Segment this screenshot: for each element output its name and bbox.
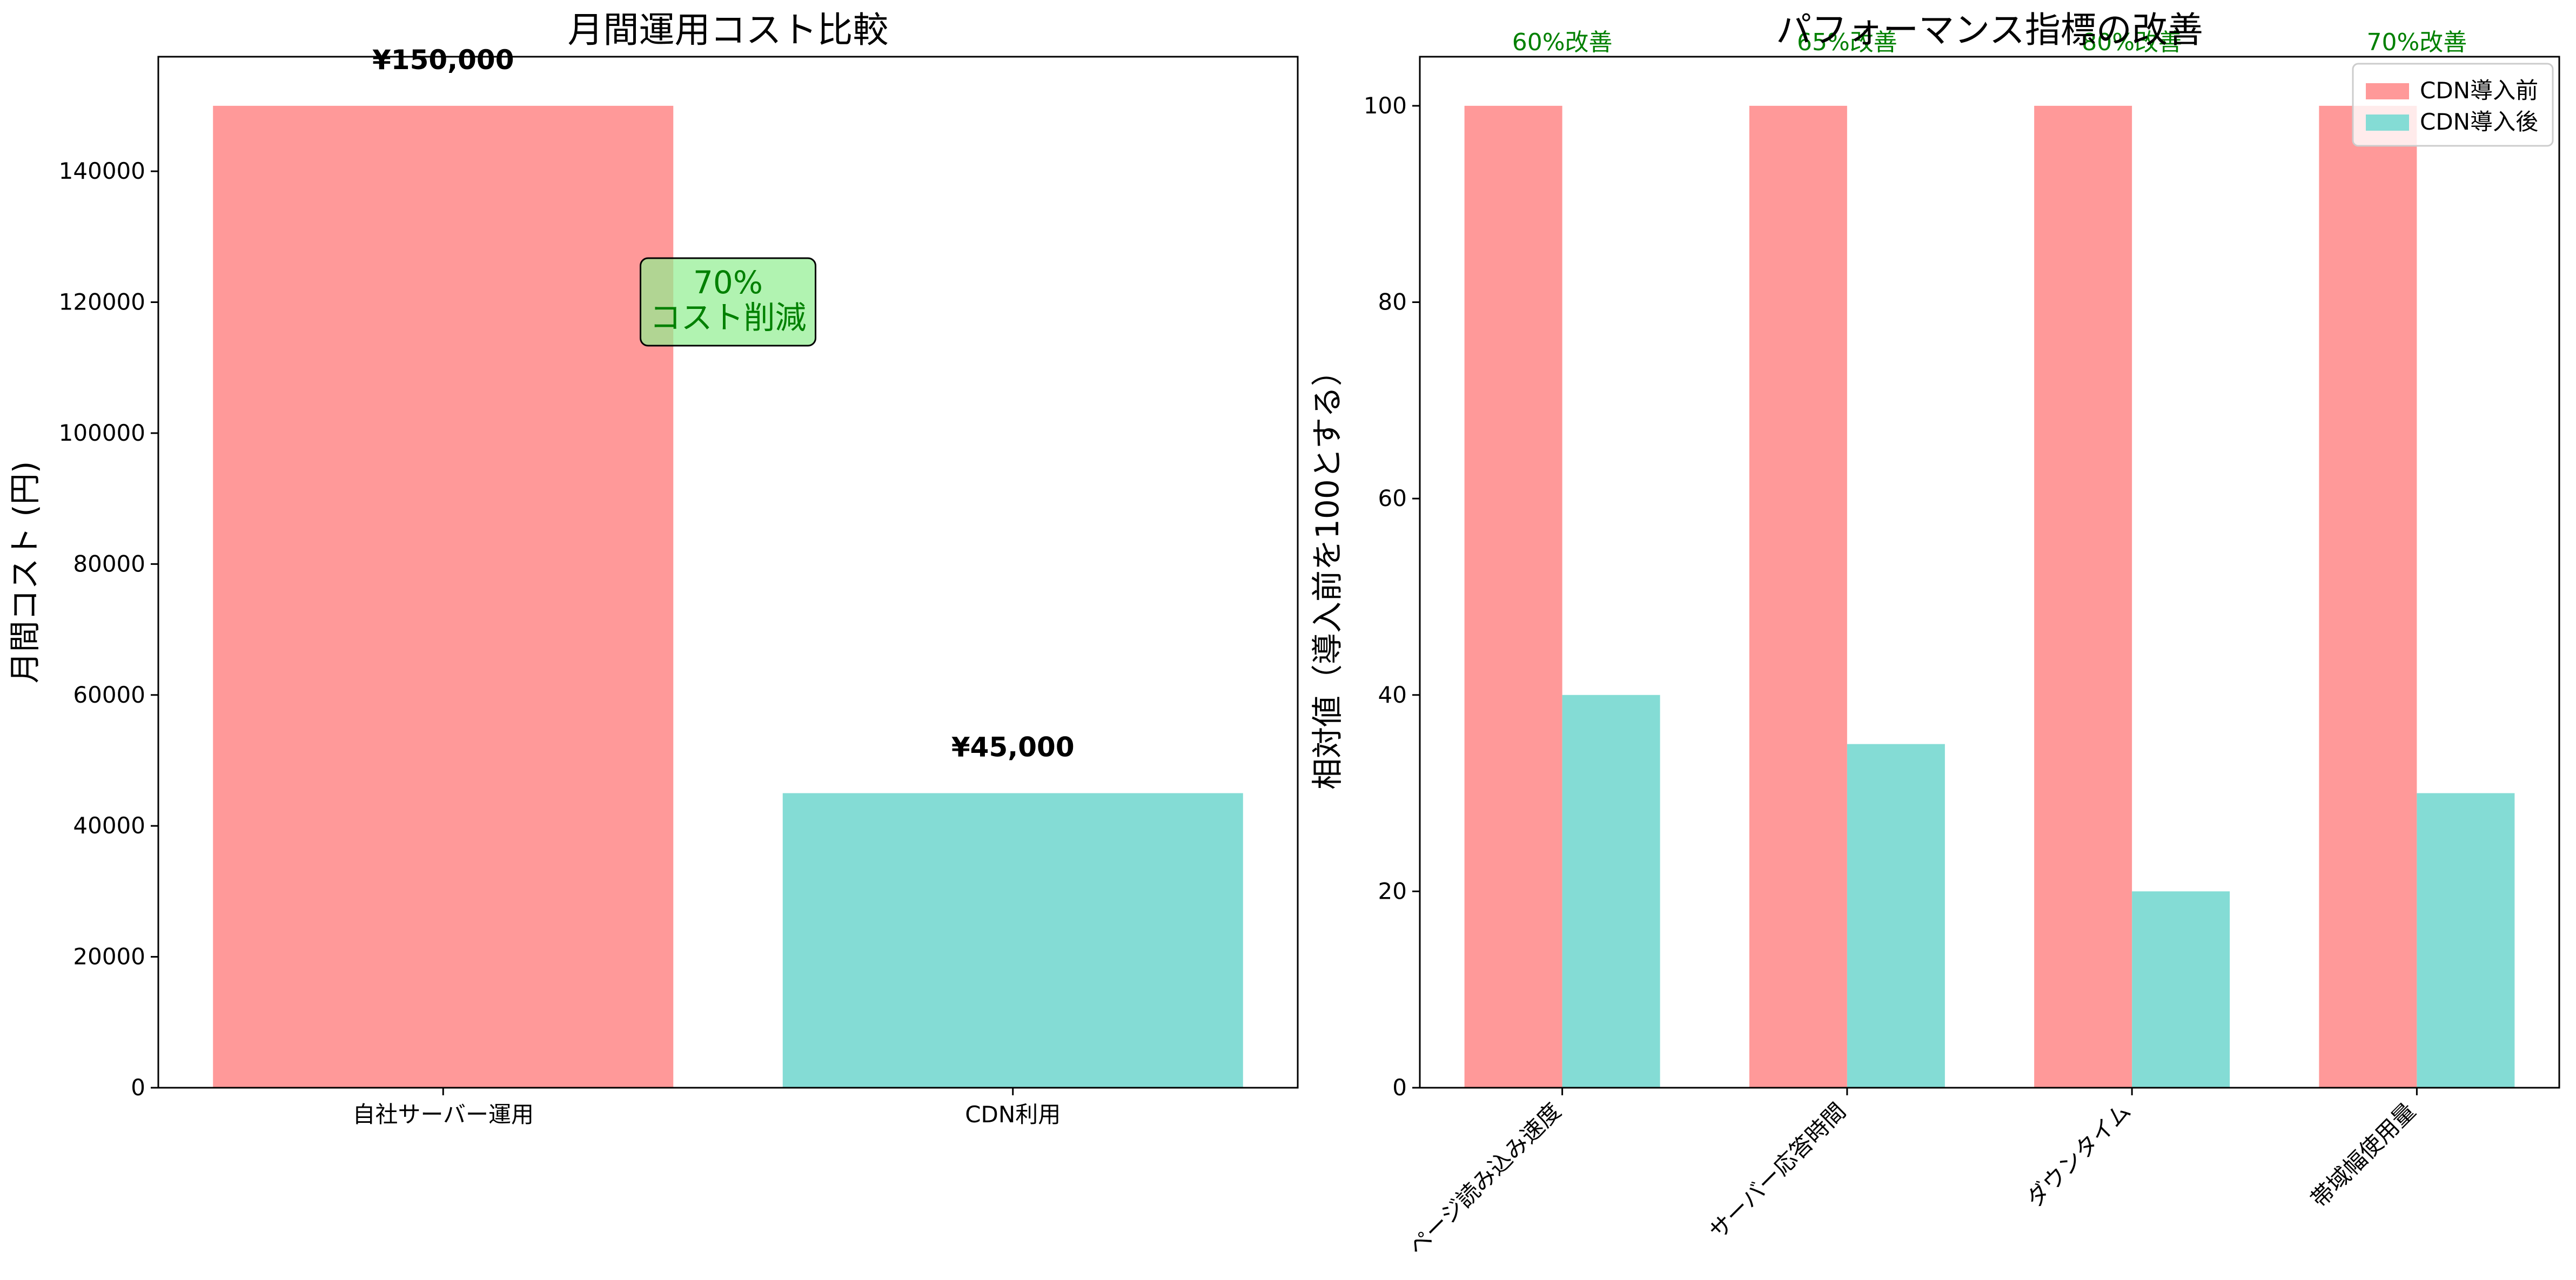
before-bar — [1749, 105, 1847, 1088]
performance-y-tick-label: 20 — [1378, 878, 1407, 904]
legend-label-before: CDN導入前 — [2420, 77, 2538, 104]
cost-y-ticks: 0 20000 40000 60000 80000 100000 120000 140000 — [59, 158, 158, 1101]
cost-y-tick-label: 60000 — [73, 682, 145, 708]
legend-swatch-after — [2366, 114, 2409, 131]
callout-description: コスト削減 — [649, 299, 806, 336]
cost-bar — [213, 105, 674, 1088]
performance-chart-title: パフォーマンス指標の改善 — [1776, 9, 2203, 51]
performance-y-tick-label: 80 — [1378, 289, 1407, 315]
performance-y-tick-label: 0 — [1392, 1074, 1407, 1101]
cost-y-axis-label: 月間コスト (円) — [6, 461, 43, 684]
after-bar — [2132, 891, 2230, 1088]
cost-bar — [782, 793, 1243, 1088]
cost-value-label: ¥150,000 — [372, 44, 514, 76]
cost-reduction-callout: 70% コスト削減 — [640, 257, 816, 347]
improvement-labels: 60%改善 65%改善 80%改善 70%改善 — [1512, 29, 2467, 56]
before-bar — [2034, 105, 2132, 1088]
improvement-label: 70%改善 — [2366, 29, 2467, 56]
cost-value-labels: ¥150,000 ¥45,000 — [372, 44, 1075, 763]
cost-x-tick-label: 自社サーバー運用 — [352, 1101, 534, 1128]
cost-bars — [213, 105, 1243, 1088]
performance-plot-frame — [1419, 56, 2560, 1089]
performance-y-tick-label: 40 — [1378, 682, 1407, 708]
performance-y-axis-label: 相対値（導入前を100とする） — [1309, 355, 1346, 790]
improvement-label: 60%改善 — [1512, 29, 1613, 56]
cost-value-label: ¥45,000 — [951, 732, 1075, 763]
performance-y-tick-label: 100 — [1364, 92, 1407, 119]
cost-y-tick-label: 140000 — [59, 158, 145, 184]
legend-label-after: CDN導入後 — [2420, 109, 2538, 135]
cost-y-tick-label: 100000 — [59, 420, 145, 446]
cost-comparison-chart: 月間運用コスト比較 月間コスト (円) 0 20000 40000 60000 8000… — [6, 9, 1299, 1128]
legend: CDN導入前 CDN導入後 — [2352, 63, 2554, 147]
cost-y-tick-label: 40000 — [73, 812, 145, 839]
legend-swatch-before — [2366, 83, 2409, 99]
improvement-label: 65%改善 — [1797, 29, 1897, 56]
cost-y-tick-label: 20000 — [73, 944, 145, 970]
after-bar — [2417, 793, 2515, 1088]
before-bar — [2319, 105, 2417, 1088]
cost-y-tick-label: 80000 — [73, 550, 145, 577]
cost-x-ticks: 自社サーバー運用 CDN利用 — [352, 1088, 1061, 1128]
improvement-label: 80%改善 — [2082, 29, 2182, 56]
performance-bars — [1464, 105, 2515, 1088]
performance-y-ticks: 0 20 40 60 80 100 — [1364, 92, 1420, 1101]
cost-x-tick-label: CDN利用 — [965, 1101, 1061, 1128]
performance-y-tick-label: 60 — [1378, 485, 1407, 511]
callout-percent: 70% — [693, 264, 763, 301]
cost-y-tick-label: 0 — [131, 1074, 145, 1101]
callout-box — [640, 257, 816, 347]
cost-plot-frame — [157, 56, 1299, 1089]
after-bar — [1847, 744, 1945, 1088]
before-bar — [1464, 105, 1562, 1088]
cost-y-tick-label: 120000 — [59, 289, 145, 315]
cost-chart-title: 月間運用コスト比較 — [568, 9, 889, 51]
after-bar — [1562, 695, 1660, 1088]
